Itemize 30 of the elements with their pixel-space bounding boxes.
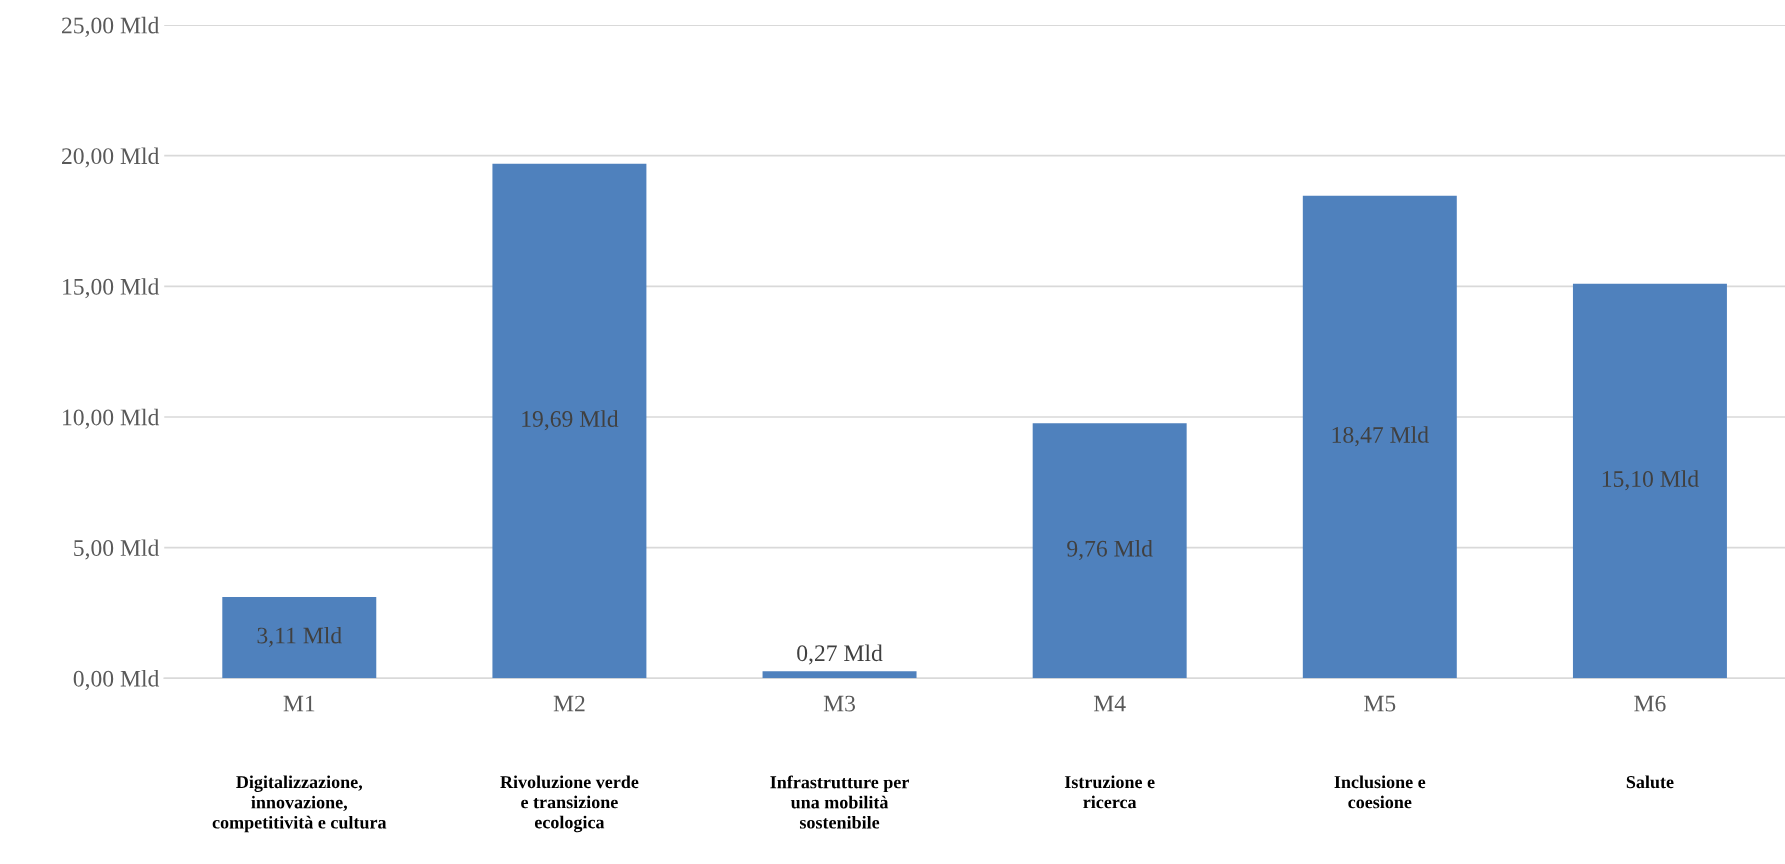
bar [492,163,647,679]
data-label: 0,27 Mld [797,644,883,665]
data-label: 9,76 Mld [1067,540,1153,561]
bar [1572,283,1727,679]
bar [1302,195,1457,679]
bar [1032,423,1187,679]
data-label: 15,10 Mld [1602,470,1699,491]
y-tick-label: 15,00 Mld [63,278,160,299]
x-tick-label: M2 [553,695,585,712]
text: Inclusione e coesione [1334,775,1426,809]
x-tick-label: M1 [283,695,315,712]
y-tick-label: 20,00 Mld [62,147,160,168]
y-tick-label: 0,00 Mld [73,670,160,691]
data-label: 19,69 Mld [522,410,619,431]
y-tick-label: 10,00 Mld [63,408,160,429]
x-tick-label: M5 [1364,695,1396,712]
y-tick-label: 5,00 Mld [74,539,160,560]
x-tick-label: M4 [1093,695,1126,712]
bar [762,671,917,679]
text: Istruzione e ricerca [1064,775,1155,809]
x-tick-label: M3 [823,695,856,712]
text: Digitalizzazione, innovazione, competitività e cultura [212,775,387,833]
text: Infrastrutture per una mobilità sostenibile [770,775,909,829]
data-label: 3,11 Mld [257,626,342,647]
text: Rivoluzione verde e transizione ecologica [500,775,639,833]
y-tick-label: 25,00 Mld [62,16,160,37]
x-tick-label: M6 [1634,695,1666,712]
text: Salute [1626,775,1674,789]
bar [222,596,377,679]
data-label: 18,47 Mld [1332,426,1429,447]
